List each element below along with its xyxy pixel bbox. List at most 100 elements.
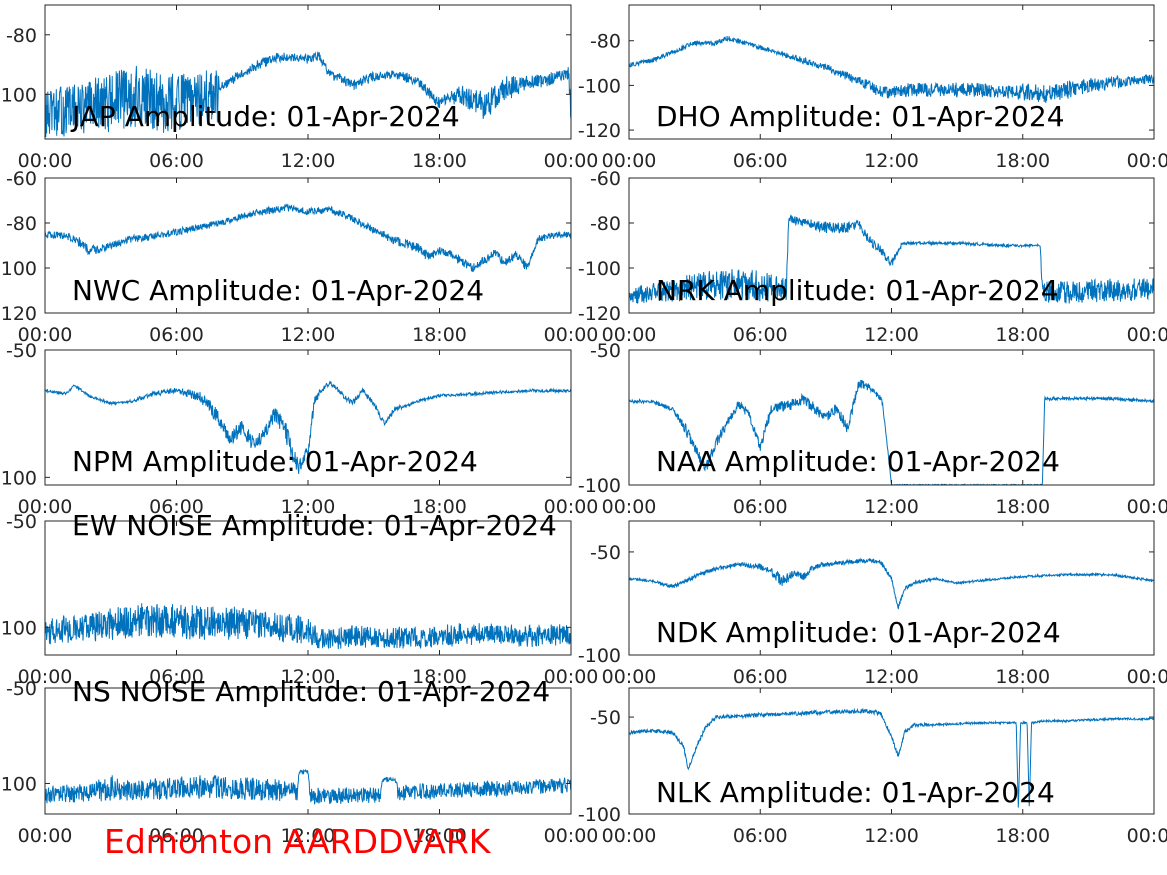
x-tick-label: 06:00 [149, 825, 204, 847]
x-tick-label: 18:00 [412, 825, 467, 847]
x-tick-label: 00:00 [18, 825, 73, 847]
x-tick-label: 00:00 [602, 496, 657, 518]
x-tick-label: 18:00 [995, 496, 1050, 518]
y-tick-label: -120 [578, 120, 621, 142]
x-tick-label: 18:00 [995, 150, 1050, 172]
x-tick-label: 00:00 [544, 150, 599, 172]
x-tick-label: 00:00 [544, 496, 599, 518]
y-tick-label: 100 [1, 467, 37, 489]
y-tick-label: 100 [1, 773, 37, 795]
x-tick-label: 00:00 [544, 324, 599, 346]
x-tick-label: 06:00 [733, 324, 788, 346]
x-tick-label: 18:00 [412, 324, 467, 346]
x-tick-label: 00:00 [1127, 666, 1167, 688]
series-line-9-1 [45, 768, 571, 805]
y-tick-label: -80 [590, 213, 621, 235]
y-tick-label: -100 [578, 258, 621, 280]
x-tick-label: 18:00 [412, 666, 467, 688]
x-tick-label: 18:00 [995, 825, 1050, 847]
subplot-9: 00:00 06:00 12:00 18:00 00:00 -50 100 NS NOISE … [1, 675, 599, 847]
subplot-1: 00:00 06:00 12:00 18:00 00:00 -80 100 JAP Ampli… [1, 4, 599, 172]
x-tick-label: 12:00 [864, 150, 919, 172]
y-tick-label: -60 [6, 168, 37, 190]
y-tick-label: -100 [578, 75, 621, 97]
subplot-2: 00:00 06:00 12:00 18:00 00:00 -80 -100 -120 DHO … [578, 4, 1167, 172]
y-tick-label: -80 [6, 25, 37, 47]
x-tick-label: 18:00 [995, 666, 1050, 688]
x-tick-label: 00:00 [602, 324, 657, 346]
x-tick-label: 00:00 [18, 150, 73, 172]
y-tick-label: -100 [578, 804, 621, 826]
x-tick-label: 00:00 [1127, 825, 1167, 847]
subplot-8: 00:00 06:00 12:00 18:00 00:00 -50 -100 NDK Ampl… [578, 520, 1167, 688]
footer-label: Edmonton AARDDVARK [104, 822, 491, 861]
y-tick-label: -50 [590, 340, 621, 362]
subplot-title: NLK Amplitude: 01-Apr-2024 [656, 776, 1055, 809]
y-tick-label: 100 [1, 84, 37, 106]
y-tick-label: -120 [578, 303, 621, 325]
x-tick-label: 06:00 [733, 150, 788, 172]
x-tick-label: 00:00 [602, 150, 657, 172]
subplot-6: 00:00 06:00 12:00 18:00 00:00 -50 -100 NAA Ampl… [578, 340, 1167, 518]
x-tick-label: 12:00 [864, 825, 919, 847]
subplot-title: JAP Amplitude: 01-Apr-2024 [70, 100, 460, 133]
x-tick-label: 06:00 [733, 825, 788, 847]
x-tick-label: 12:00 [864, 496, 919, 518]
y-tick-label: -100 [578, 645, 621, 667]
x-tick-label: 18:00 [412, 496, 467, 518]
x-tick-label: 00:00 [1127, 324, 1167, 346]
x-tick-label: 06:00 [733, 496, 788, 518]
series-line-8-1 [629, 557, 1154, 610]
x-tick-label: 12:00 [281, 150, 336, 172]
subplot-title: NS NOISE Amplitude: 01-Apr-2024 [72, 675, 550, 708]
y-tick-label: -50 [590, 707, 621, 729]
x-tick-label: 12:00 [864, 666, 919, 688]
subplot-5: 00:00 06:00 12:00 18:00 00:00 -50 100 NPM Ampli… [1, 340, 599, 518]
subplot-title: NDK Amplitude: 01-Apr-2024 [656, 616, 1061, 649]
x-tick-label: 06:00 [149, 496, 204, 518]
subplot-title: NRK Amplitude: 01-Apr-2024 [656, 274, 1059, 307]
subplot-10: 00:00 06:00 12:00 18:00 00:00 -50 -100 NLK Ampl… [578, 687, 1167, 847]
x-tick-label: 06:00 [733, 666, 788, 688]
x-tick-label: 00:00 [544, 825, 599, 847]
x-tick-label: 06:00 [149, 150, 204, 172]
x-tick-label: 00:00 [18, 666, 73, 688]
subplot-title: NWC Amplitude: 01-Apr-2024 [72, 274, 484, 307]
subplot-title: DHO Amplitude: 01-Apr-2024 [656, 100, 1065, 133]
series-line-3-1 [45, 203, 571, 272]
x-tick-label: 00:00 [18, 496, 73, 518]
series-line-1-1 [45, 51, 571, 138]
series-line-7-1 [45, 603, 571, 650]
x-tick-label: 12:00 [281, 496, 336, 518]
x-tick-label: 00:00 [544, 666, 599, 688]
x-tick-label: 18:00 [412, 150, 467, 172]
y-tick-label: -80 [6, 213, 37, 235]
x-tick-label: 18:00 [995, 324, 1050, 346]
subplot-title: EW NOISE Amplitude: 01-Apr-2024 [72, 509, 557, 542]
x-tick-label: 12:00 [281, 324, 336, 346]
y-tick-label: -50 [6, 678, 37, 700]
y-tick-label: -80 [590, 31, 621, 53]
y-tick-label: -50 [6, 511, 37, 533]
x-tick-label: 06:00 [149, 666, 204, 688]
series-line-5-1 [45, 380, 571, 474]
x-tick-label: 00:00 [1127, 496, 1167, 518]
y-tick-label: -50 [590, 542, 621, 564]
subplot-title: NPM Amplitude: 01-Apr-2024 [72, 445, 478, 478]
y-tick-label: 120 [1, 303, 37, 325]
series-line-10-1 [629, 707, 1154, 808]
x-tick-label: 00:00 [18, 324, 73, 346]
x-tick-label: 12:00 [864, 324, 919, 346]
subplot-4: 00:00 06:00 12:00 18:00 00:00 -60 -80 -100 -120 N… [578, 168, 1167, 346]
subplot-7: 00:00 06:00 12:00 18:00 00:00 -50 100 EW NOISE … [1, 509, 599, 688]
y-tick-label: -50 [6, 340, 37, 362]
series-line-2-1 [629, 36, 1154, 103]
y-tick-label: 100 [1, 617, 37, 639]
x-tick-label: 12:00 [281, 825, 336, 847]
x-tick-label: 00:00 [1127, 150, 1167, 172]
x-tick-label: 06:00 [149, 324, 204, 346]
series-line-4-1 [629, 214, 1154, 304]
subplot-3: 00:00 06:00 12:00 18:00 00:00 -60 -80 100 120 NWC… [1, 168, 599, 346]
subplot-title: NAA Amplitude: 01-Apr-2024 [656, 445, 1060, 478]
